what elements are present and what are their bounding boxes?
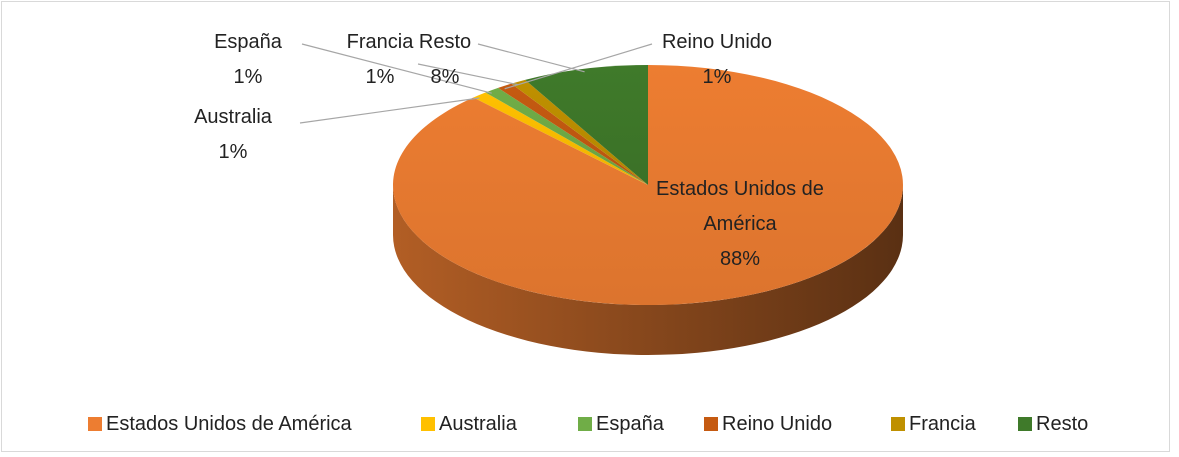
data-label: Australia 1%	[194, 100, 272, 170]
data-label-value: 88%	[719, 248, 761, 270]
data-label: Estados Unidos de América 88%	[655, 172, 825, 277]
legend-item: Reino Unido	[704, 410, 832, 438]
leader-line	[301, 43, 492, 94]
leader-line	[477, 43, 585, 73]
leader-line	[504, 43, 653, 90]
legend-item: España	[578, 410, 664, 438]
data-label: España 1%	[214, 25, 282, 95]
legend-item: Australia	[421, 410, 517, 438]
pie-slice	[473, 92, 648, 185]
legend-label: Australia	[439, 413, 517, 435]
data-label-name: Reino Unido	[661, 31, 773, 53]
pie-slice	[511, 79, 648, 185]
data-label-name: Australia	[194, 106, 272, 128]
pie-slice	[498, 83, 648, 185]
pie-slice	[525, 65, 648, 185]
data-label-value: 8%	[430, 66, 460, 88]
legend-swatch	[891, 417, 905, 431]
data-label: Resto 8%	[419, 25, 471, 95]
data-label-name: Estados Unidos de América	[656, 178, 824, 235]
legend-swatch	[1018, 417, 1032, 431]
data-label-value: 1%	[365, 66, 395, 88]
legend-label: Estados Unidos de América	[106, 413, 352, 435]
legend-item: Resto	[1018, 410, 1088, 438]
legend-label: Resto	[1036, 413, 1089, 435]
data-label-name: España	[214, 31, 282, 53]
legend-item: Francia	[891, 410, 976, 438]
legend-label: España	[596, 413, 664, 435]
pie-side	[393, 185, 903, 355]
pie-slice	[485, 87, 648, 185]
data-label-value: 1%	[702, 66, 732, 88]
leader-line	[417, 63, 519, 86]
data-label-value: 1%	[218, 141, 248, 163]
legend-swatch	[704, 417, 718, 431]
legend-swatch	[88, 417, 102, 431]
data-label-name: Francia	[346, 31, 414, 53]
data-label: Reino Unido 1%	[662, 25, 772, 95]
legend-label: Francia	[909, 413, 976, 435]
data-label: Francia 1%	[347, 25, 414, 95]
data-label-name: Resto	[418, 31, 472, 53]
legend-label: Reino Unido	[722, 413, 833, 435]
legend-swatch	[421, 417, 435, 431]
leader-line	[299, 97, 480, 124]
legend-swatch	[578, 417, 592, 431]
data-label-value: 1%	[233, 66, 263, 88]
legend-item: Estados Unidos de América	[88, 410, 352, 438]
